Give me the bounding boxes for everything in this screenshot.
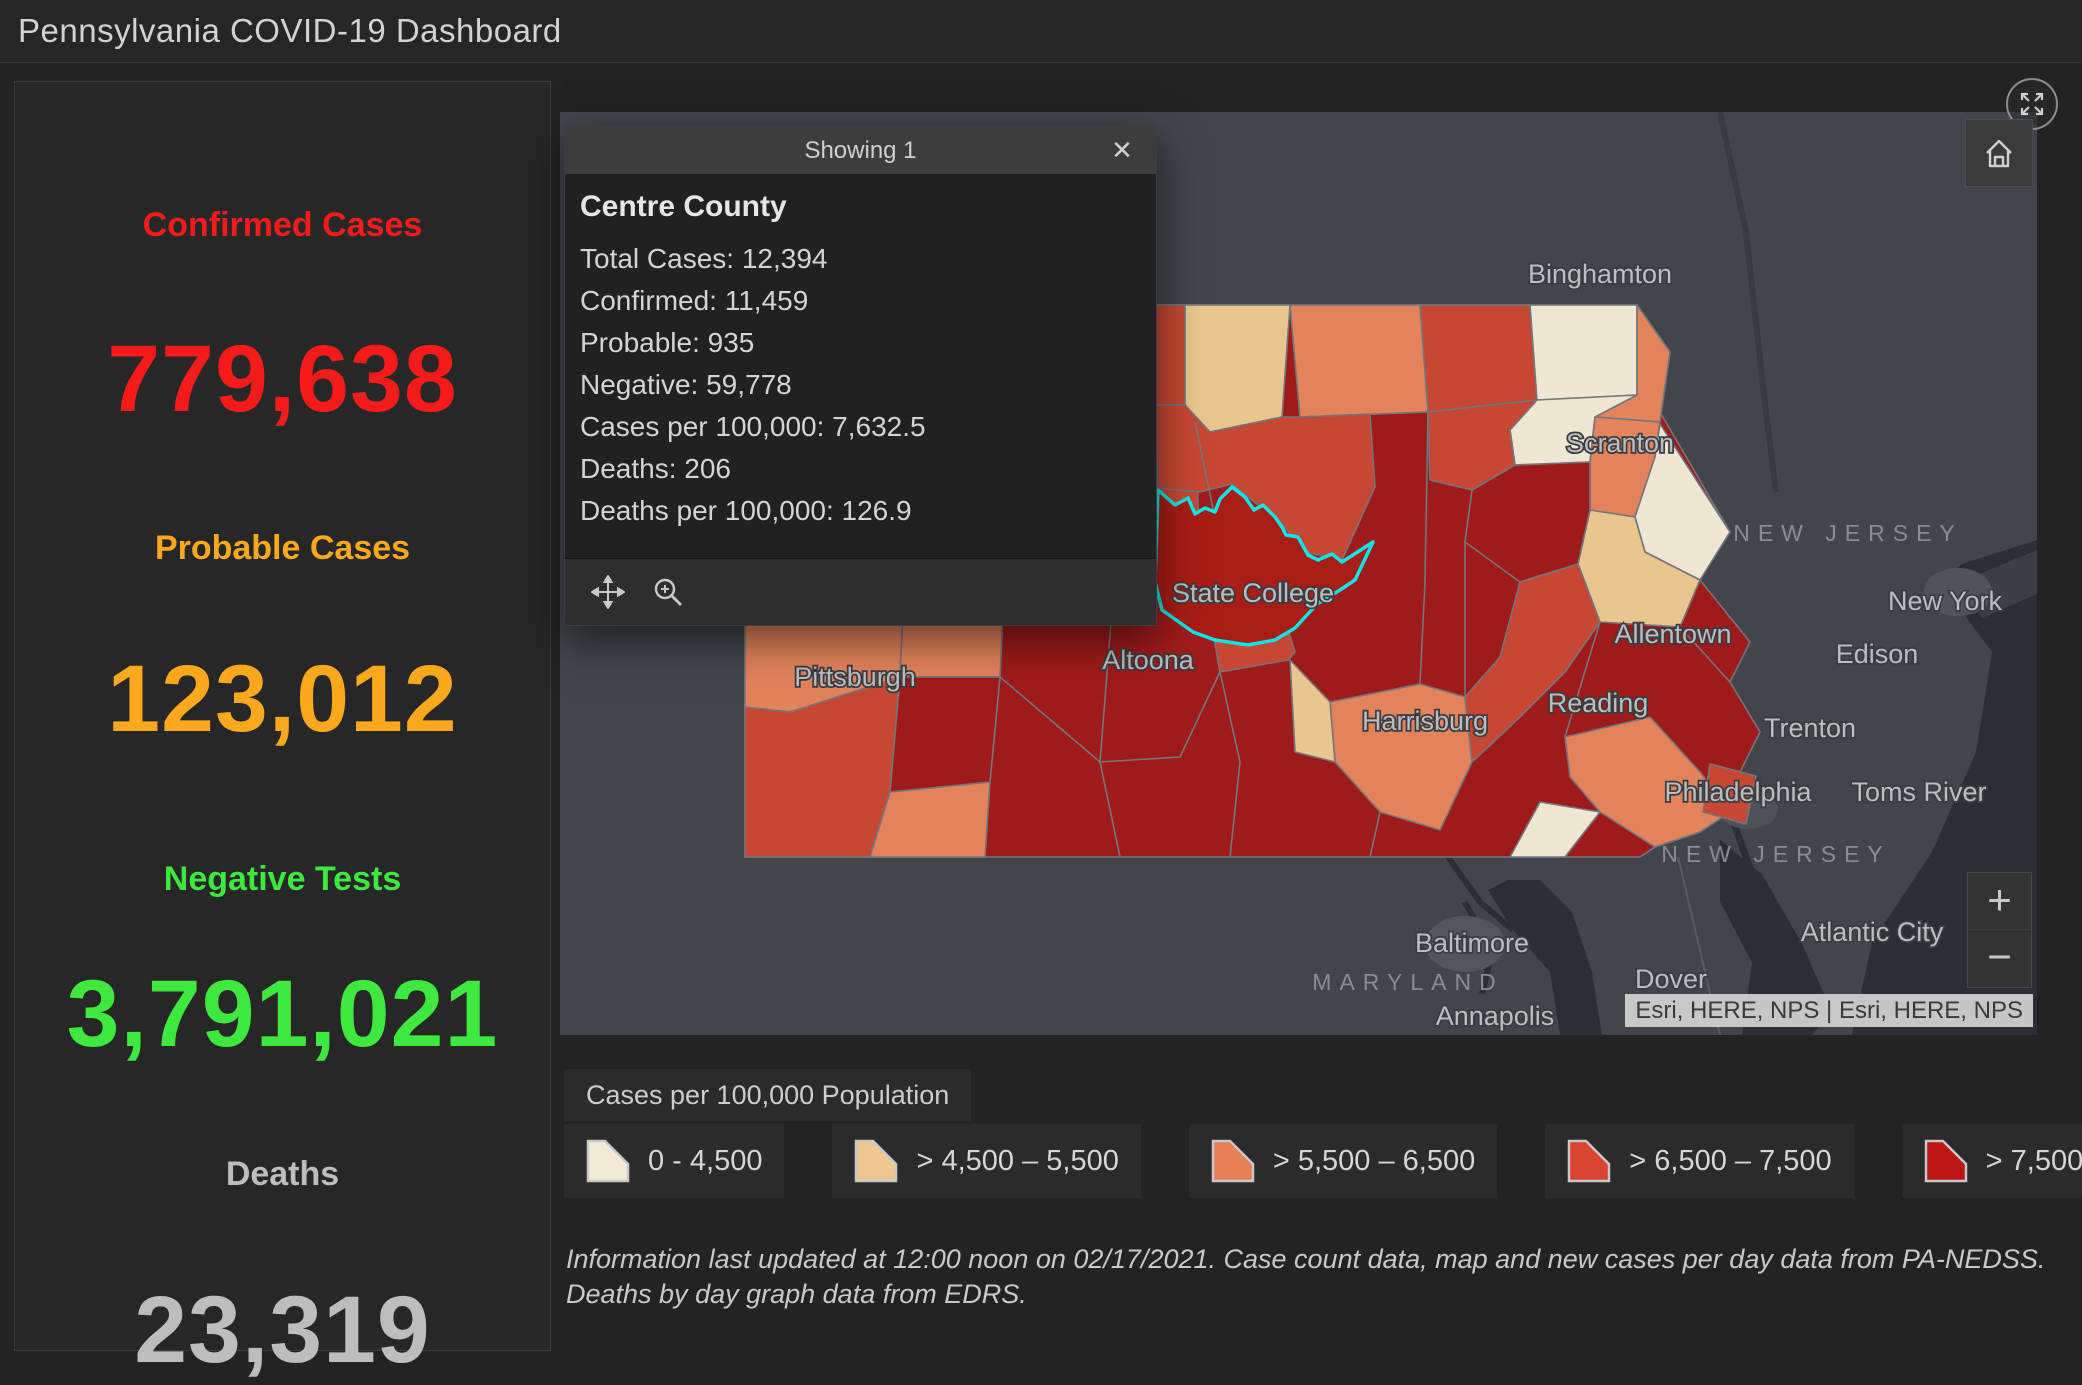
legend-item-label: > 5,500 – 6,500	[1272, 1144, 1476, 1177]
zoom-out-button[interactable]: −	[1987, 933, 2012, 980]
map-label-state-college: State College	[1172, 578, 1334, 608]
zoom-to-icon[interactable]	[651, 575, 685, 609]
popup-row-confirmed: Confirmed: 11,459	[580, 285, 809, 316]
legend-item-label: > 6,500 – 7,500	[1629, 1144, 1832, 1177]
expand-arrows-icon	[2020, 92, 2044, 116]
popup-row-cases-per-100k: Cases per 100,000: 7,632.5	[580, 411, 926, 442]
probable-cases-label: Probable Cases	[154, 529, 411, 567]
map-label-allentown: Allentown	[1614, 619, 1731, 649]
legend-item-label: 0 - 4,500	[648, 1144, 763, 1177]
legend-swatch-icon	[855, 1139, 898, 1183]
deaths-value: 23,319	[134, 1277, 431, 1383]
popup-header[interactable]: Showing 1 ✕	[565, 127, 1156, 174]
map-panel[interactable]: Binghamton Scranton New York Edison Allentow…	[560, 112, 2037, 1035]
popup-body: Centre County Total Cases: 12,394 Confir…	[565, 174, 1156, 558]
popup-title: Showing 1	[804, 137, 917, 164]
update-note: Information last updated at 12:00 noon o…	[566, 1244, 2046, 1309]
map-label-maryland: MARYLAND	[1312, 969, 1503, 995]
legend-item-2: > 5,500 – 6,500	[1188, 1124, 1498, 1198]
popup-footer	[565, 558, 1156, 625]
home-button[interactable]	[1965, 119, 2033, 187]
stats-sidebar: Confirmed Cases 779,638 Probable Cases 1…	[14, 81, 551, 1383]
map-canvas[interactable]: Binghamton Scranton New York Edison Allentow…	[560, 112, 2037, 1035]
map-label-scranton: Scranton	[1566, 428, 1674, 458]
legend-item-label: > 4,500 – 5,500	[916, 1144, 1119, 1177]
negative-tests-label: Negative Tests	[163, 860, 402, 898]
map-attribution: Esri, HERE, NPS | Esri, HERE, NPS	[1625, 994, 2033, 1027]
legend-swatch-icon	[1924, 1139, 1967, 1183]
map-label-new-york: New York	[1888, 586, 2003, 616]
popup-row-total: Total Cases: 12,394	[580, 243, 828, 274]
legend-item-label: > 7,500	[1985, 1144, 2082, 1177]
map-label-new-jersey: NEW JERSEY	[1733, 520, 1963, 546]
map-zoom-control: + −	[1967, 872, 2032, 988]
legend-title: Cases per 100,000 Population	[564, 1069, 972, 1121]
map-label-harrisburg: Harrisburg	[1362, 706, 1488, 736]
map-label-binghamton: Binghamton	[1528, 259, 1672, 289]
confirmed-cases-value: 779,638	[107, 326, 458, 432]
legend-item-3: > 6,500 – 7,500	[1545, 1124, 1854, 1198]
map-label-pittsburgh: Pittsburgh	[794, 662, 916, 692]
highlighted-county-centre[interactable]	[1153, 485, 1375, 647]
map-label-edison: Edison	[1836, 639, 1919, 669]
title-bar: Pennsylvania COVID-19 Dashboard	[0, 0, 2082, 63]
map-labels-layer: Binghamton Scranton New York Edison Allentow…	[792, 257, 2004, 1033]
map-label-dover: Dover	[1635, 964, 1707, 994]
map-label-atlantic-city: Atlantic City	[1801, 917, 1944, 947]
deaths-label: Deaths	[225, 1155, 340, 1193]
zoom-in-button[interactable]: +	[1968, 873, 2031, 930]
map-label-toms-river: Toms River	[1851, 777, 1986, 807]
popup-row-deaths: Deaths: 206	[580, 453, 731, 484]
popup-row-deaths-per-100k: Deaths per 100,000: 126.9	[580, 495, 912, 526]
popup-row-negative: Negative: 59,778	[580, 369, 792, 400]
map-label-reading: Reading	[1548, 688, 1649, 718]
close-icon[interactable]: ✕	[1111, 135, 1133, 165]
probable-cases-value: 123,012	[107, 646, 458, 752]
map-popup: Showing 1 ✕ Centre County Total Cases: 1…	[564, 126, 1157, 626]
popup-county-name: Centre County	[580, 190, 787, 223]
map-label-baltimore: Baltimore	[1415, 928, 1529, 958]
legend-swatch-icon	[586, 1139, 630, 1183]
map-label-philadelphia: Philadelphia	[1664, 777, 1812, 807]
map-label-new-jersey: NEW JERSEY	[1661, 841, 1891, 867]
map-label-altoona: Altoona	[1102, 645, 1195, 675]
legend: 0 - 4,500 > 4,500 – 5,500 > 5,500 – 6,500 >…	[564, 1124, 2082, 1198]
pan-icon[interactable]	[591, 575, 625, 609]
legend-item-0: 0 - 4,500	[564, 1124, 785, 1198]
map-label-trenton: Trenton	[1764, 713, 1856, 743]
legend-swatch-icon	[1211, 1139, 1255, 1183]
popup-row-probable: Probable: 935	[580, 327, 755, 358]
legend-swatch-icon	[1568, 1139, 1611, 1183]
home-icon	[1986, 139, 2012, 168]
legend-item-1: > 4,500 – 5,500	[832, 1124, 1141, 1198]
confirmed-cases-label: Confirmed Cases	[142, 206, 423, 244]
map-label-annapolis: Annapolis	[1436, 1001, 1555, 1031]
legend-item-4: > 7,500	[1901, 1124, 2082, 1198]
page-title: Pennsylvania COVID-19 Dashboard	[18, 12, 562, 49]
negative-tests-value: 3,791,021	[66, 961, 499, 1067]
